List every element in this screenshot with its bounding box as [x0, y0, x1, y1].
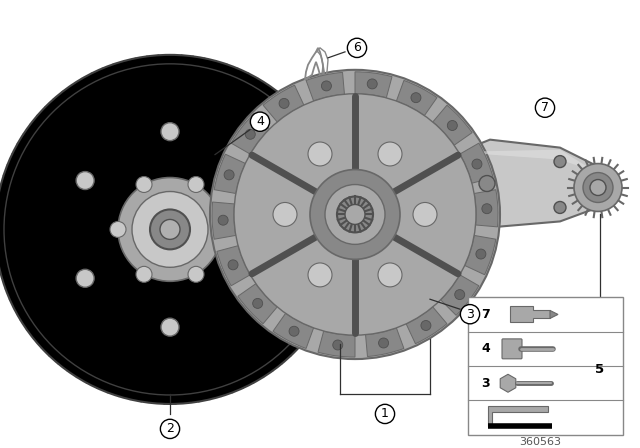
Circle shape — [136, 177, 152, 193]
FancyBboxPatch shape — [502, 339, 522, 359]
Circle shape — [253, 298, 262, 308]
Wedge shape — [318, 331, 355, 357]
Polygon shape — [455, 140, 605, 228]
Circle shape — [210, 70, 500, 359]
Circle shape — [554, 155, 566, 168]
Circle shape — [118, 177, 222, 281]
Polygon shape — [510, 306, 550, 323]
Circle shape — [110, 221, 126, 237]
Circle shape — [188, 177, 204, 193]
Circle shape — [482, 204, 492, 214]
Circle shape — [224, 170, 234, 180]
Circle shape — [345, 204, 365, 224]
Circle shape — [4, 64, 336, 395]
Circle shape — [150, 210, 190, 250]
Circle shape — [0, 55, 345, 404]
Circle shape — [574, 164, 622, 211]
FancyBboxPatch shape — [468, 297, 623, 435]
Circle shape — [379, 338, 388, 348]
Circle shape — [321, 81, 332, 91]
Circle shape — [214, 221, 230, 237]
Circle shape — [378, 263, 402, 287]
Wedge shape — [355, 72, 392, 98]
Text: 3: 3 — [482, 377, 490, 390]
Circle shape — [554, 202, 566, 213]
Wedge shape — [217, 246, 250, 286]
Wedge shape — [465, 235, 496, 275]
Ellipse shape — [442, 149, 598, 220]
Text: 2: 2 — [166, 422, 174, 435]
Text: 3: 3 — [466, 308, 474, 321]
Circle shape — [55, 115, 285, 344]
Circle shape — [160, 220, 180, 239]
Text: 6: 6 — [353, 41, 361, 54]
Wedge shape — [214, 154, 245, 194]
Text: 7: 7 — [541, 101, 549, 114]
Circle shape — [421, 320, 431, 331]
Polygon shape — [550, 310, 558, 319]
Wedge shape — [306, 73, 344, 101]
Circle shape — [245, 129, 255, 139]
Wedge shape — [263, 85, 304, 122]
Circle shape — [188, 267, 204, 282]
Polygon shape — [488, 406, 548, 426]
Circle shape — [583, 172, 613, 202]
Circle shape — [337, 197, 373, 233]
Wedge shape — [365, 328, 404, 357]
Circle shape — [413, 202, 437, 226]
Wedge shape — [231, 114, 269, 154]
Circle shape — [310, 169, 400, 259]
Circle shape — [132, 191, 208, 267]
Circle shape — [411, 93, 421, 103]
Circle shape — [161, 318, 179, 336]
Circle shape — [76, 269, 94, 287]
Wedge shape — [212, 202, 236, 239]
Circle shape — [308, 263, 332, 287]
Text: 4: 4 — [256, 115, 264, 128]
Wedge shape — [238, 284, 277, 324]
Circle shape — [325, 185, 385, 244]
Circle shape — [246, 172, 264, 190]
Circle shape — [447, 121, 458, 130]
Circle shape — [279, 99, 289, 108]
Circle shape — [472, 159, 482, 169]
Circle shape — [378, 142, 402, 166]
Text: 7: 7 — [482, 308, 490, 321]
Circle shape — [590, 180, 606, 195]
Polygon shape — [500, 374, 516, 392]
Circle shape — [479, 176, 495, 191]
Circle shape — [218, 215, 228, 225]
Circle shape — [476, 249, 486, 259]
Text: 1: 1 — [381, 407, 389, 420]
Wedge shape — [460, 143, 493, 183]
Circle shape — [367, 79, 377, 89]
Polygon shape — [470, 150, 595, 172]
Circle shape — [76, 172, 94, 190]
Circle shape — [333, 340, 343, 350]
Circle shape — [0, 60, 340, 399]
Circle shape — [246, 269, 264, 287]
Circle shape — [289, 326, 299, 336]
Wedge shape — [396, 81, 437, 116]
Text: 360563: 360563 — [519, 437, 561, 447]
Circle shape — [42, 102, 298, 357]
Circle shape — [136, 267, 152, 282]
Circle shape — [273, 202, 297, 226]
Circle shape — [455, 289, 465, 300]
Circle shape — [90, 150, 250, 309]
Wedge shape — [440, 275, 479, 315]
Wedge shape — [406, 307, 447, 344]
Circle shape — [308, 142, 332, 166]
Circle shape — [161, 123, 179, 141]
Circle shape — [228, 260, 238, 270]
Wedge shape — [474, 190, 498, 227]
Text: 5: 5 — [595, 362, 605, 375]
Text: 4: 4 — [482, 342, 490, 355]
Circle shape — [234, 94, 476, 335]
Circle shape — [5, 65, 335, 394]
Wedge shape — [273, 313, 314, 349]
Wedge shape — [433, 105, 472, 145]
